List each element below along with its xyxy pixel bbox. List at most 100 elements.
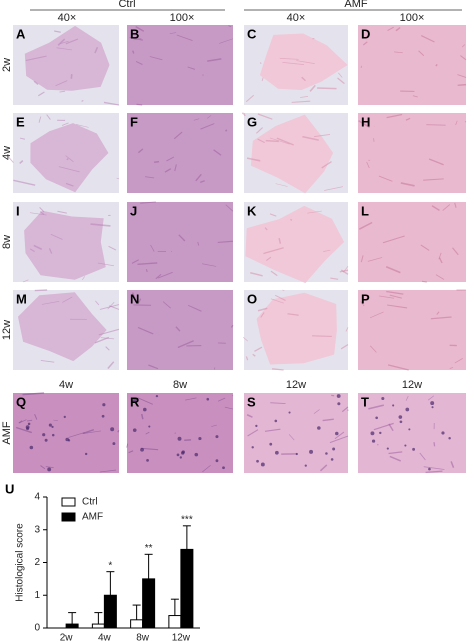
tissue-fiber xyxy=(269,213,277,217)
tissue-fiber xyxy=(154,160,160,163)
nucleus xyxy=(146,459,149,462)
tissue-fiber xyxy=(265,139,279,143)
tissue-fiber xyxy=(324,186,344,191)
tissue-fiber xyxy=(46,114,51,120)
tissue-fiber xyxy=(340,269,349,275)
row-label: 2w xyxy=(1,58,13,72)
nucleus xyxy=(398,415,403,419)
micrograph-bg xyxy=(358,290,466,370)
panel-letter: S xyxy=(247,394,256,409)
tissue-fiber xyxy=(425,470,443,473)
tissue-fiber xyxy=(213,149,222,156)
tissue-fiber xyxy=(319,464,328,472)
tissue-fiber xyxy=(246,414,253,418)
tissue-fiber xyxy=(457,83,467,87)
tissue-fiber xyxy=(103,101,120,106)
tissue-fiber xyxy=(193,118,200,121)
tissue-fiber xyxy=(22,279,29,283)
tissue-fiber xyxy=(386,290,404,295)
tissue-fiber xyxy=(225,129,228,132)
bar xyxy=(91,623,105,629)
tissue-fiber xyxy=(388,423,394,432)
tissue-fiber xyxy=(45,466,54,469)
tissue-fiber xyxy=(389,294,402,299)
tissue-fiber xyxy=(435,63,438,67)
tissue-fiber xyxy=(217,397,226,402)
nucleus xyxy=(148,425,151,428)
tissue-fiber xyxy=(312,335,332,337)
y-tick-label: 2 xyxy=(34,557,40,568)
panel-letter: D xyxy=(361,26,370,41)
tissue-fiber xyxy=(405,117,411,121)
tissue-fiber xyxy=(419,452,426,461)
tissue-fiber xyxy=(149,56,163,61)
tissue-fiber xyxy=(366,161,370,169)
micrograph-bg xyxy=(127,25,233,105)
nucleus xyxy=(255,424,258,428)
tissue-fiber xyxy=(245,356,249,361)
tissue-fiber xyxy=(301,76,306,82)
tissue-fiber xyxy=(140,201,156,204)
tissue-fiber xyxy=(202,263,217,267)
tissue-fiber xyxy=(242,336,248,342)
tissue-fiber xyxy=(338,72,343,78)
tissue-fiber xyxy=(313,409,320,414)
row-label: 4w xyxy=(1,146,13,160)
tissue-fiber xyxy=(450,461,455,468)
tissue-fiber xyxy=(105,346,110,351)
tissue-fiber xyxy=(176,34,193,41)
tissue-fiber xyxy=(177,340,194,349)
nucleus xyxy=(304,464,307,467)
column-label: 8w xyxy=(173,379,187,391)
tissue-fiber xyxy=(55,80,68,87)
tissue-fiber xyxy=(322,418,334,422)
tissue-fiber xyxy=(19,160,24,165)
tissue-fiber xyxy=(287,313,299,316)
micrograph: A xyxy=(13,25,120,106)
tissue-fiber xyxy=(274,294,286,301)
nucleus xyxy=(176,453,180,457)
tissue-fiber xyxy=(137,326,154,335)
tissue-fiber xyxy=(337,77,345,85)
tissue-fiber xyxy=(360,301,365,307)
tissue-fiber xyxy=(57,210,67,214)
tissue-fiber xyxy=(387,364,409,371)
tissue-fiber xyxy=(199,180,205,184)
tissue-fiber xyxy=(290,218,293,221)
tissue-fiber xyxy=(389,455,402,462)
nucleus xyxy=(179,456,182,459)
tissue-fiber xyxy=(56,47,73,51)
tissue-fiber xyxy=(270,298,284,304)
tissue-fiber xyxy=(270,270,278,277)
tissue-fiber xyxy=(302,135,319,141)
tissue-fiber xyxy=(81,100,84,102)
micrograph-bg xyxy=(127,393,233,473)
tissue-fiber xyxy=(438,257,443,264)
micrograph: F xyxy=(127,113,233,193)
nucleus xyxy=(47,467,52,472)
tissue-fiber xyxy=(449,367,454,369)
tissue-fiber xyxy=(133,297,139,303)
bar xyxy=(65,623,79,629)
tissue-fiber xyxy=(116,177,120,180)
nucleus xyxy=(102,403,106,407)
nucleus xyxy=(215,435,219,439)
tissue-fiber xyxy=(207,115,212,119)
micrograph-bg xyxy=(358,113,466,193)
nucleus xyxy=(392,404,395,407)
tissue-fiber xyxy=(82,276,86,281)
micrograph: G xyxy=(241,112,348,194)
tissue xyxy=(245,205,345,283)
panel-letter: I xyxy=(16,203,20,218)
tissue-fiber xyxy=(282,61,305,65)
panel-letter: P xyxy=(361,291,370,306)
tissue-fiber xyxy=(345,327,349,332)
significance-label: *** xyxy=(181,514,193,525)
tissue-fiber xyxy=(26,419,33,422)
panel-letter: L xyxy=(361,203,369,218)
tissue-fiber xyxy=(65,155,74,163)
nucleus xyxy=(180,451,185,455)
tissue-fiber xyxy=(39,207,45,213)
tissue-fiber xyxy=(187,304,202,312)
bar xyxy=(180,548,194,629)
